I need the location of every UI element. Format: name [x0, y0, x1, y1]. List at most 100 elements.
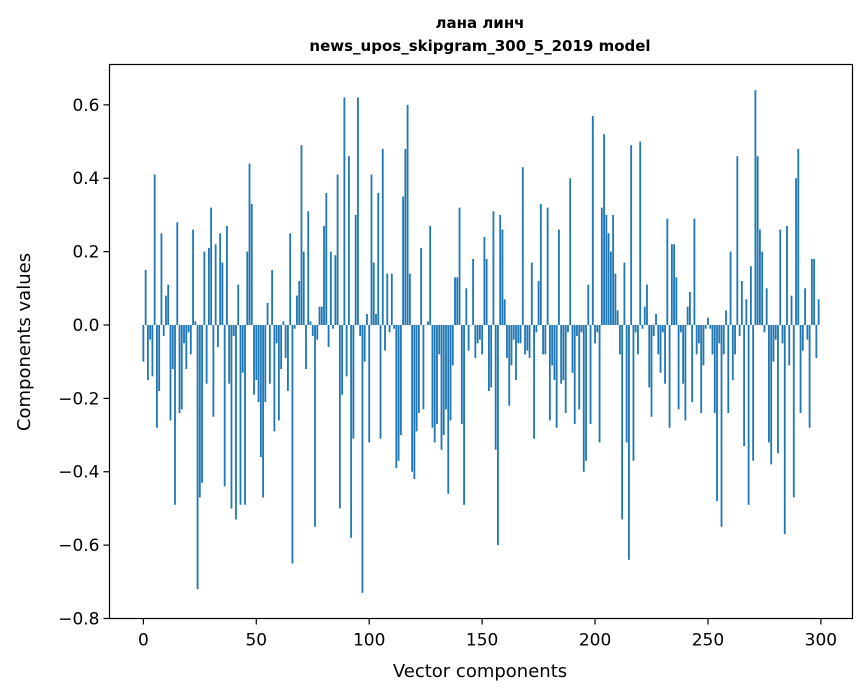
- bar-112: [395, 324, 398, 469]
- bar-197: [587, 284, 590, 325]
- bar-82: [327, 324, 330, 347]
- bar-38: [228, 324, 231, 384]
- bar-72: [305, 324, 307, 370]
- bar-289: [795, 178, 797, 325]
- bar-123: [420, 247, 423, 325]
- bar-30: [210, 207, 213, 325]
- bar-281: [777, 324, 779, 454]
- bar-141: [460, 324, 463, 425]
- bar-97: [361, 324, 364, 593]
- bar-210: [616, 310, 619, 325]
- bar-140: [458, 207, 461, 325]
- bar-225: [650, 324, 653, 417]
- bar-101: [370, 174, 373, 325]
- bar-162: [508, 324, 511, 406]
- bar-121: [415, 324, 418, 432]
- bar-195: [582, 324, 585, 472]
- bar-81: [325, 192, 328, 325]
- bar-269: [749, 266, 752, 325]
- bar-109: [388, 324, 391, 333]
- bar-3: [149, 324, 152, 340]
- bar-120: [413, 324, 416, 480]
- bar-176: [539, 203, 542, 325]
- bar-216: [630, 145, 633, 325]
- bar-211: [618, 324, 621, 355]
- bar-152: [485, 258, 488, 325]
- bar-183: [555, 324, 558, 428]
- bar-131: [438, 324, 441, 355]
- bar-285: [786, 225, 788, 325]
- bar-220: [639, 141, 642, 325]
- bar-265: [740, 280, 743, 325]
- bar-165: [515, 324, 517, 381]
- bar-13: [171, 324, 174, 370]
- bar-47: [248, 163, 251, 325]
- bar-147: [474, 324, 477, 359]
- bar-214: [625, 324, 628, 443]
- bar-149: [478, 324, 481, 340]
- bar-293: [804, 288, 806, 325]
- bar-256: [720, 324, 723, 527]
- bar-84: [332, 324, 334, 329]
- bar-58: [273, 324, 276, 432]
- bar-113: [397, 324, 400, 461]
- x-tick-label: 50: [245, 631, 267, 651]
- bar-41: [235, 324, 237, 520]
- bar-94: [354, 214, 357, 325]
- bar-239: [682, 324, 685, 384]
- bar-297: [813, 258, 816, 325]
- bar-69: [298, 280, 301, 325]
- bar-54: [264, 324, 267, 403]
- bar-198: [589, 324, 592, 425]
- bar-60: [277, 324, 280, 421]
- bar-227: [655, 313, 657, 325]
- bar-298: [815, 324, 818, 359]
- bar-258: [725, 310, 727, 325]
- bar-196: [585, 324, 587, 461]
- bar-129: [433, 324, 436, 443]
- bar-11: [167, 284, 170, 325]
- bar-155: [492, 211, 495, 325]
- bar-90: [345, 324, 348, 377]
- bar-118: [408, 273, 411, 325]
- bar-237: [677, 324, 680, 410]
- bar-17: [180, 324, 183, 410]
- bar-102: [372, 262, 375, 325]
- bar-284: [783, 324, 786, 535]
- bar-21: [189, 324, 192, 355]
- bar-37: [226, 225, 228, 325]
- bar-92: [350, 324, 353, 538]
- bar-33: [217, 324, 219, 347]
- bar-132: [440, 324, 443, 450]
- bar-213: [623, 262, 626, 325]
- bar-161: [506, 324, 508, 359]
- bar-251: [709, 324, 712, 329]
- bar-190: [571, 324, 574, 373]
- bar-114: [399, 324, 402, 436]
- y-tick-label: 0.2: [72, 243, 99, 263]
- bar-201: [596, 324, 599, 333]
- bar-8: [160, 233, 163, 325]
- bar-244: [693, 218, 696, 325]
- bar-63: [284, 324, 287, 359]
- bar-245: [695, 324, 698, 355]
- bar-44: [241, 324, 244, 373]
- bar-271: [754, 90, 757, 325]
- bar-233: [668, 324, 671, 428]
- bar-45: [244, 324, 246, 505]
- bar-259: [727, 324, 730, 414]
- bar-34: [219, 233, 222, 325]
- bar-206: [607, 233, 610, 325]
- bar-103: [375, 313, 377, 325]
- bar-278: [770, 324, 773, 465]
- bar-83: [329, 251, 332, 325]
- bar-181: [551, 324, 554, 366]
- y-tick-label: −0.2: [58, 389, 99, 409]
- y-tick-label: −0.4: [58, 463, 99, 483]
- bar-151: [483, 236, 486, 325]
- bar-43: [239, 324, 242, 505]
- bar-49: [253, 324, 255, 395]
- bar-282: [779, 229, 782, 325]
- bar-212: [621, 324, 624, 520]
- bar-115: [402, 196, 404, 325]
